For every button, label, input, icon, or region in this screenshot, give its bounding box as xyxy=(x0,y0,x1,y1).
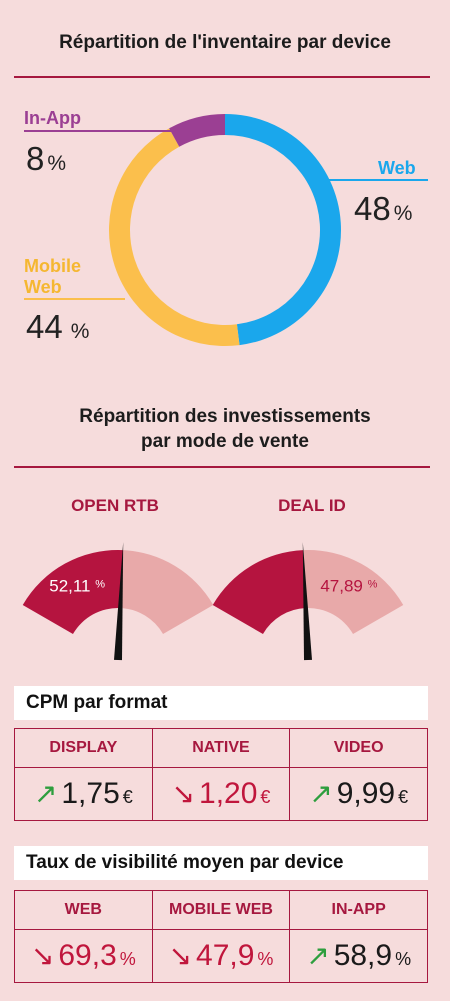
mobile-web-label: Mobile Web xyxy=(24,256,81,297)
table-header-mobile-web: MOBILE WEB xyxy=(151,890,291,930)
arrow-up-right-icon: ↗ xyxy=(33,778,58,809)
table-header-native: NATIVE xyxy=(151,728,291,768)
visibility-section-header xyxy=(14,846,428,880)
arrow-down-right-icon: ↘ xyxy=(168,940,193,971)
cpm-table: DISPLAY NATIVE VIDEO ↗ 1,75 € ↘ 1,20 € ↗ 9,99… xyxy=(14,728,428,821)
cpm-section-header xyxy=(14,686,428,720)
arrow-down-right-icon: ↘ xyxy=(171,778,196,809)
in-app-value: 8% xyxy=(26,140,67,177)
visibility-mobile-web-cell: ↘ 47,9% xyxy=(151,929,291,983)
cpm-display-cell: ↗ 1,75 € xyxy=(14,767,153,821)
donut-slice-mobile-web xyxy=(108,128,240,346)
gauge-remainder-open-rtb xyxy=(120,550,214,634)
open-rtb-label: OPEN RTB xyxy=(71,496,159,515)
gauge-fill-open-rtb xyxy=(22,550,123,634)
table-header-video: VIDEO xyxy=(289,728,428,768)
gauge-value-open-rtb: 52,11 % xyxy=(49,576,105,595)
gauge-remainder-deal-id xyxy=(303,550,404,634)
web-label: Web xyxy=(378,158,416,178)
visibility-section-title: Taux de visibilité moyen par device xyxy=(26,852,344,873)
cpm-video-cell: ↗ 9,99 € xyxy=(289,767,428,821)
inventory-donut-chart xyxy=(24,114,428,346)
divider xyxy=(14,466,430,468)
web-value: 48% xyxy=(354,190,413,227)
arrow-up-right-icon: ↗ xyxy=(306,940,330,971)
gauge-fill-deal-id xyxy=(212,550,306,634)
mobile-web-value: 44% xyxy=(26,308,90,345)
divider xyxy=(14,76,430,78)
table-header-web: WEB xyxy=(14,890,153,930)
arrow-down-right-icon: ↘ xyxy=(30,940,55,971)
inventory-chart-title: Répartition de l'inventaire par device xyxy=(59,32,391,53)
deal-id-label: DEAL ID xyxy=(278,496,346,515)
gauge-value-deal-id: 47,89 % xyxy=(320,576,377,595)
visibility-in-app-cell: ↗ 58,9% xyxy=(289,929,428,983)
table-header-in-app: IN-APP xyxy=(289,890,428,930)
in-app-label: In-App xyxy=(24,108,81,128)
investment-chart-title: Répartition des investissements par mode … xyxy=(79,406,371,452)
visibility-web-cell: ↘ 69,3% xyxy=(14,929,153,983)
gauge-needle-icon xyxy=(114,542,124,661)
cpm-section-title: CPM par format xyxy=(26,692,168,713)
table-header-display: DISPLAY xyxy=(14,728,153,768)
visibility-table: WEB MOBILE WEB IN-APP ↘ 69,3% ↘ 47,9% ↗ 58,… xyxy=(14,890,428,983)
cpm-native-cell: ↘ 1,20 € xyxy=(151,767,291,821)
arrow-up-right-icon: ↗ xyxy=(309,778,333,809)
gauge-needle-icon xyxy=(302,542,312,661)
investment-gauges: 52,11 % 47,89 % xyxy=(22,542,404,661)
donut-slice-web xyxy=(225,114,342,346)
